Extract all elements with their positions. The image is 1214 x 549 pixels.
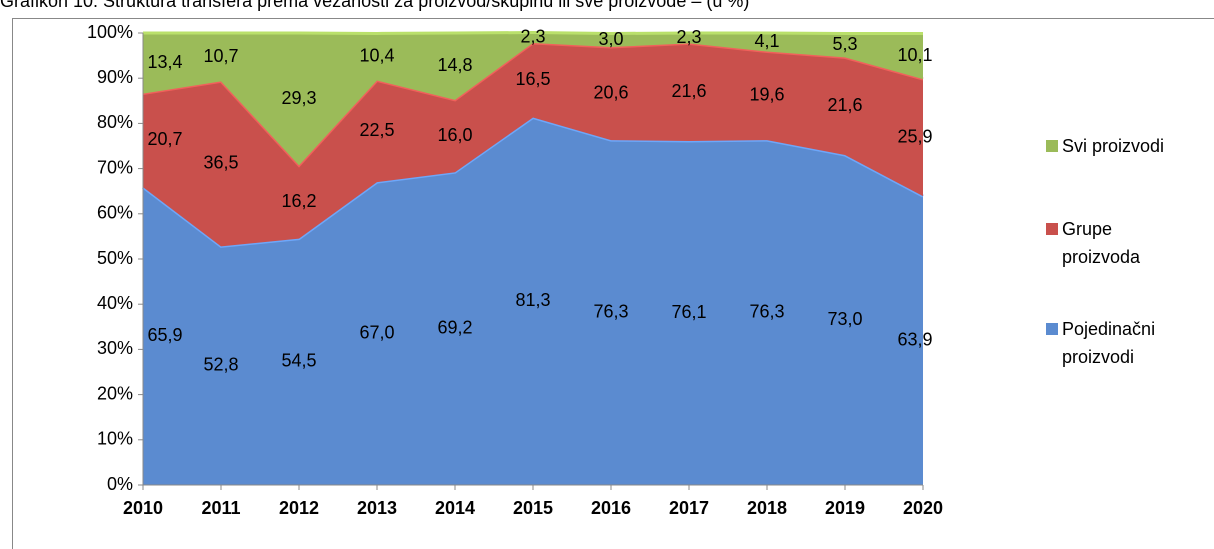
- y-tick-label: 60%: [97, 203, 133, 223]
- y-tick-label: 40%: [97, 293, 133, 313]
- area-fill: [143, 32, 923, 166]
- data-label: 10,1: [897, 45, 932, 65]
- data-label: 76,3: [749, 301, 784, 321]
- data-label: 16,0: [437, 125, 472, 145]
- legend-swatch: [1046, 223, 1058, 235]
- data-label: 3,0: [598, 29, 623, 49]
- area-edge: [143, 31, 923, 35]
- data-label: 16,5: [515, 69, 550, 89]
- data-label: 81,3: [515, 290, 550, 310]
- data-label: 19,6: [749, 85, 784, 105]
- data-label: 21,6: [671, 81, 706, 101]
- chart-frame: [12, 18, 1214, 549]
- data-label: 67,0: [359, 322, 394, 342]
- x-tick-label: 2020: [903, 498, 943, 518]
- data-label: 65,9: [147, 325, 182, 345]
- data-label: 52,8: [203, 354, 238, 374]
- legend-label: Grupe proizvoda: [1062, 219, 1141, 267]
- y-tick-label: 100%: [87, 22, 133, 42]
- data-label: 29,3: [281, 88, 316, 108]
- x-tick-label: 2015: [513, 498, 553, 518]
- data-label: 10,7: [203, 46, 238, 66]
- data-label: 36,5: [203, 153, 238, 173]
- x-tick-label: 2018: [747, 498, 787, 518]
- area-fill: [143, 42, 923, 247]
- data-label: 22,5: [359, 120, 394, 140]
- data-label: 63,9: [897, 329, 932, 349]
- x-tick-label: 2019: [825, 498, 865, 518]
- data-label: 76,3: [593, 301, 628, 321]
- data-label: 10,4: [359, 46, 394, 66]
- data-label: 2,3: [676, 27, 701, 47]
- area-fill: [143, 117, 923, 486]
- legend-label: Pojedinačni proizvodi: [1062, 319, 1156, 367]
- data-label: 25,9: [897, 126, 932, 146]
- x-tick-label: 2011: [201, 498, 240, 518]
- data-label: 76,1: [671, 302, 706, 322]
- x-tick-label: 2010: [123, 498, 163, 518]
- y-tick-label: 20%: [97, 383, 133, 403]
- x-tick-label: 2017: [669, 498, 709, 518]
- data-label: 69,2: [437, 317, 472, 337]
- x-tick-label: 2016: [591, 498, 631, 518]
- x-tick-label: 2014: [435, 498, 475, 518]
- y-tick-label: 50%: [97, 248, 133, 268]
- x-tick-label: 2013: [357, 498, 397, 518]
- data-label: 5,3: [832, 34, 857, 54]
- data-label: 2,3: [520, 26, 545, 46]
- y-tick-label: 10%: [97, 429, 133, 449]
- data-label: 54,5: [281, 351, 316, 371]
- data-label: 14,8: [437, 55, 472, 75]
- y-tick-label: 80%: [97, 112, 133, 132]
- data-label: 21,6: [827, 95, 862, 115]
- y-tick-label: 90%: [97, 67, 133, 87]
- data-label: 4,1: [754, 31, 779, 51]
- legend-label: Svi proizvodi: [1062, 136, 1165, 156]
- legend-swatch: [1046, 323, 1058, 335]
- data-label: 20,7: [147, 129, 182, 149]
- y-tick-label: 30%: [97, 338, 133, 358]
- legend-swatch: [1046, 140, 1058, 152]
- data-label: 16,2: [281, 191, 316, 211]
- x-tick-label: 2012: [279, 498, 319, 518]
- y-tick-label: 70%: [97, 157, 133, 177]
- y-tick-label: 0%: [107, 474, 133, 494]
- data-label: 20,6: [593, 82, 628, 102]
- chart-title: Grafikon 10. Struktura transfera prema v…: [0, 0, 749, 11]
- data-label: 73,0: [827, 309, 862, 329]
- data-label: 13,4: [147, 52, 182, 72]
